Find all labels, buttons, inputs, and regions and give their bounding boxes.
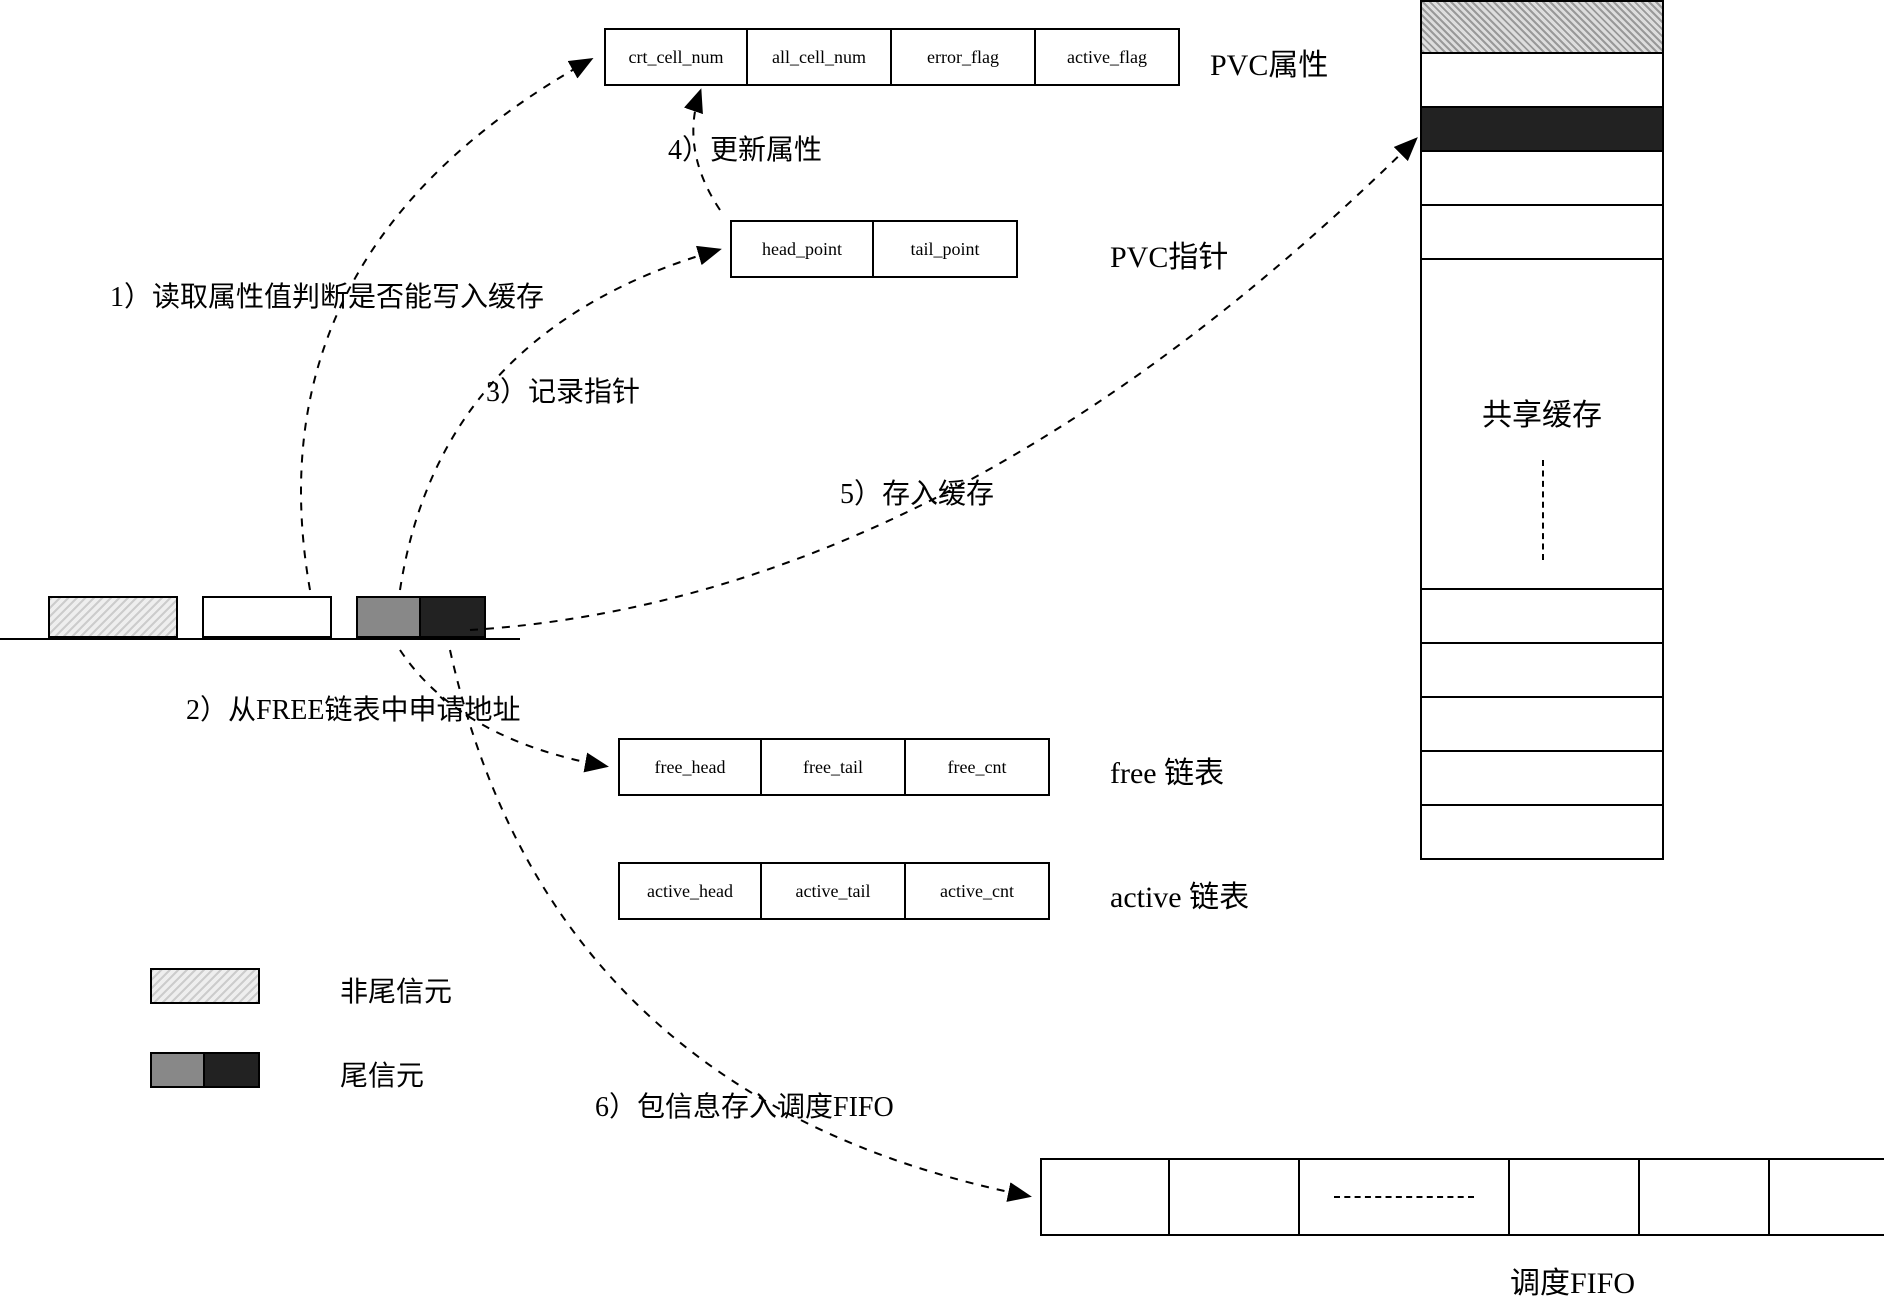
active-list-cell-2: active_cnt xyxy=(906,862,1050,920)
fifo-cell-3 xyxy=(1510,1158,1640,1236)
pvc-pointer-cell-0: head_point xyxy=(730,220,874,278)
pvc-pointer-cell-1: tail_point xyxy=(874,220,1018,278)
active-list-label: active 链表 xyxy=(1110,872,1249,916)
free-list-label: free 链表 xyxy=(1110,748,1224,792)
buffer-row-6 xyxy=(1420,590,1664,644)
pvc-pointer-label: PVC指针 xyxy=(1110,232,1228,276)
legend-nontail-swatch xyxy=(150,968,260,1004)
fifo-cell-5 xyxy=(1770,1158,1884,1236)
input-cell-2 xyxy=(356,596,486,638)
shared-buffer: 共享缓存 xyxy=(1420,0,1664,860)
pvc-attr-table: crt_cell_num all_cell_num error_flag act… xyxy=(604,28,1180,86)
input-cell-0 xyxy=(48,596,178,638)
free-list-cell-0: free_head xyxy=(618,738,762,796)
buffer-row-1 xyxy=(1420,54,1664,108)
buffer-row-10 xyxy=(1420,806,1664,860)
buffer-row-4 xyxy=(1420,206,1664,260)
legend-tail-text: 尾信元 xyxy=(340,1054,424,1094)
active-list-table: active_head active_tail active_cnt xyxy=(618,862,1050,920)
pvc-pointer-table: head_point tail_point xyxy=(730,220,1018,278)
input-cells xyxy=(48,596,486,638)
fifo-cell-4 xyxy=(1640,1158,1770,1236)
step-2-label: 2）从FREE链表中申请地址 xyxy=(186,688,520,728)
input-cell-1 xyxy=(202,596,332,638)
active-list-cell-1: active_tail xyxy=(762,862,906,920)
shared-buffer-label: 共享缓存 xyxy=(1482,390,1602,434)
buffer-row-3 xyxy=(1420,152,1664,206)
pvc-attr-cell-3: active_flag xyxy=(1036,28,1180,86)
pvc-attr-cell-1: all_cell_num xyxy=(748,28,892,86)
active-list-cell-0: active_head xyxy=(618,862,762,920)
fifo-cell-2 xyxy=(1300,1158,1510,1236)
pvc-attr-cell-2: error_flag xyxy=(892,28,1036,86)
free-list-table: free_head free_tail free_cnt xyxy=(618,738,1050,796)
buffer-row-5: 共享缓存 xyxy=(1420,260,1664,590)
buffer-row-8 xyxy=(1420,698,1664,752)
step-3-label: 3）记录指针 xyxy=(486,370,640,410)
input-baseline xyxy=(0,638,520,640)
fifo-cell-0 xyxy=(1040,1158,1170,1236)
step-6-label: 6）包信息存入调度FIFO xyxy=(595,1085,894,1125)
free-list-cell-2: free_cnt xyxy=(906,738,1050,796)
step-4-label: 4）更新属性 xyxy=(668,128,822,168)
buffer-row-9 xyxy=(1420,752,1664,806)
legend-tail-swatch xyxy=(150,1052,260,1088)
pvc-attr-label: PVC属性 xyxy=(1210,40,1328,84)
buffer-row-7 xyxy=(1420,644,1664,698)
fifo-label: 调度FIFO xyxy=(1510,1258,1635,1302)
buffer-row-2 xyxy=(1420,108,1664,152)
fifo-cell-1 xyxy=(1170,1158,1300,1236)
pvc-attr-cell-0: crt_cell_num xyxy=(604,28,748,86)
legend-nontail-text: 非尾信元 xyxy=(340,970,452,1010)
step-1-label: 1）读取属性值判断是否能写入缓存 xyxy=(110,275,544,315)
free-list-cell-1: free_tail xyxy=(762,738,906,796)
buffer-row-0 xyxy=(1420,0,1664,54)
fifo-table xyxy=(1040,1158,1884,1236)
step-5-label: 5）存入缓存 xyxy=(840,472,994,512)
